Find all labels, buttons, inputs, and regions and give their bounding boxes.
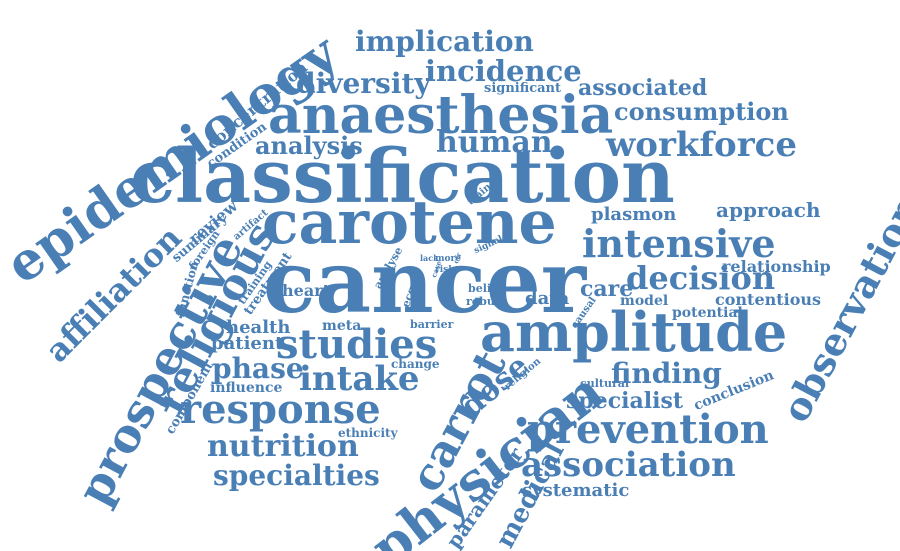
word-finding: finding (611, 357, 722, 390)
word-workforce: workforce (606, 125, 797, 165)
word-robust: robust (466, 295, 507, 308)
word-change: change (391, 357, 440, 371)
word-lack: lack (420, 253, 439, 263)
word-patient: patient (211, 333, 284, 354)
word-systematic: systematic (522, 480, 630, 501)
word-intake: intake (299, 359, 420, 399)
word-associated: associated (578, 75, 708, 101)
word-plasmon: plasmon (591, 204, 677, 225)
word-nutrition: nutrition (207, 429, 359, 464)
word-human: human (436, 125, 553, 160)
word-belief: belief (468, 282, 503, 295)
word-incidence: incidence (425, 54, 582, 88)
word-specialties: specialties (213, 459, 380, 492)
word-consumption: consumption (614, 97, 789, 126)
word-decision: decision (626, 259, 776, 297)
word-meta: meta (322, 318, 362, 334)
word-more: more (435, 254, 461, 264)
word-prevention: prevention (527, 406, 769, 453)
word-analysis: analysis (255, 131, 363, 160)
word-association: association (521, 445, 736, 485)
word-potential: potential (672, 305, 743, 321)
word-intensive: intensive (582, 221, 776, 266)
word-model: model (620, 293, 669, 309)
word-influence: influence (210, 380, 283, 396)
word-data: data (525, 288, 570, 309)
word-cultural: cultural (580, 377, 630, 390)
word-risk: risk (435, 265, 455, 275)
word-approach: approach (716, 198, 821, 222)
word-health: health (226, 317, 291, 338)
word-carotene: carotene (262, 188, 557, 258)
word-anaesthesia: anaesthesia (268, 85, 614, 146)
word-barrier: barrier (410, 318, 454, 331)
word-response: response (180, 386, 381, 433)
word-relationship: relationship (722, 257, 831, 276)
word-heart: heart (282, 281, 330, 300)
word-significant: significant (484, 81, 561, 96)
word-classification: classification (130, 134, 675, 220)
word-phase: phase (212, 352, 304, 385)
word-amplitude: amplitude (480, 300, 788, 364)
word-diversity: diversity (296, 67, 431, 100)
word-specialist: specialist (566, 388, 684, 414)
word-care: care (580, 276, 634, 302)
word-cancer: cancer (263, 232, 587, 333)
word-studies: studies (276, 321, 438, 368)
word-contentious: contentious (715, 290, 822, 309)
word-implication: implication (355, 25, 534, 58)
word-ethnicity: ethnicity (338, 426, 398, 440)
